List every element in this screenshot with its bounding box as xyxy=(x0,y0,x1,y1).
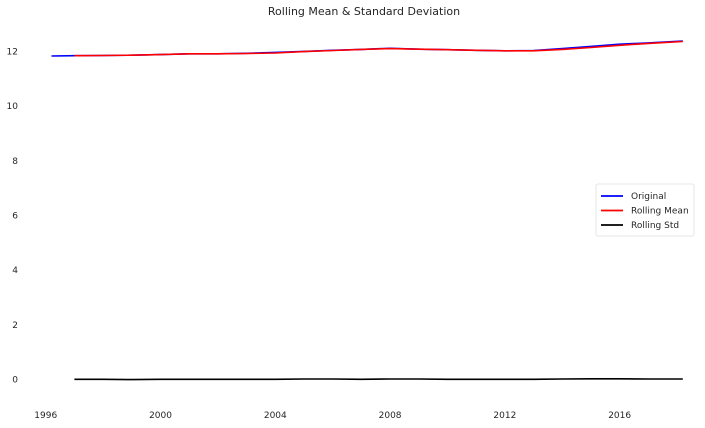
y-tick-label: 8 xyxy=(12,157,18,167)
x-tick-label: 1996 xyxy=(34,411,57,421)
y-tick-label: 6 xyxy=(12,211,18,221)
x-tick-label: 2016 xyxy=(608,411,631,421)
x-axis-ticks: 1996 2000 2004 2008 2012 2016 xyxy=(34,411,631,421)
legend: Original Rolling Mean Rolling Std xyxy=(595,183,695,237)
y-tick-label: 12 xyxy=(7,47,18,57)
chart-title: Rolling Mean & Standard Deviation xyxy=(268,5,460,18)
y-tick-label: 0 xyxy=(12,376,18,386)
x-tick-label: 2000 xyxy=(149,411,172,421)
y-tick-label: 2 xyxy=(12,321,18,331)
legend-label-rolling-mean: Rolling Mean xyxy=(631,207,689,217)
y-axis-ticks: 0 2 4 6 8 10 12 xyxy=(7,47,19,385)
x-tick-label: 2004 xyxy=(264,411,287,421)
series-lines xyxy=(51,40,683,381)
x-tick-label: 2008 xyxy=(379,411,402,421)
x-tick-label: 2012 xyxy=(493,411,516,421)
y-tick-label: 10 xyxy=(7,102,19,112)
legend-label-rolling-std: Rolling Std xyxy=(631,221,679,231)
series-line-rolling-std xyxy=(74,377,683,381)
y-tick-label: 4 xyxy=(12,266,18,276)
legend-box xyxy=(595,183,695,237)
series-line-rolling-mean xyxy=(74,40,683,57)
legend-label-original: Original xyxy=(631,192,666,202)
